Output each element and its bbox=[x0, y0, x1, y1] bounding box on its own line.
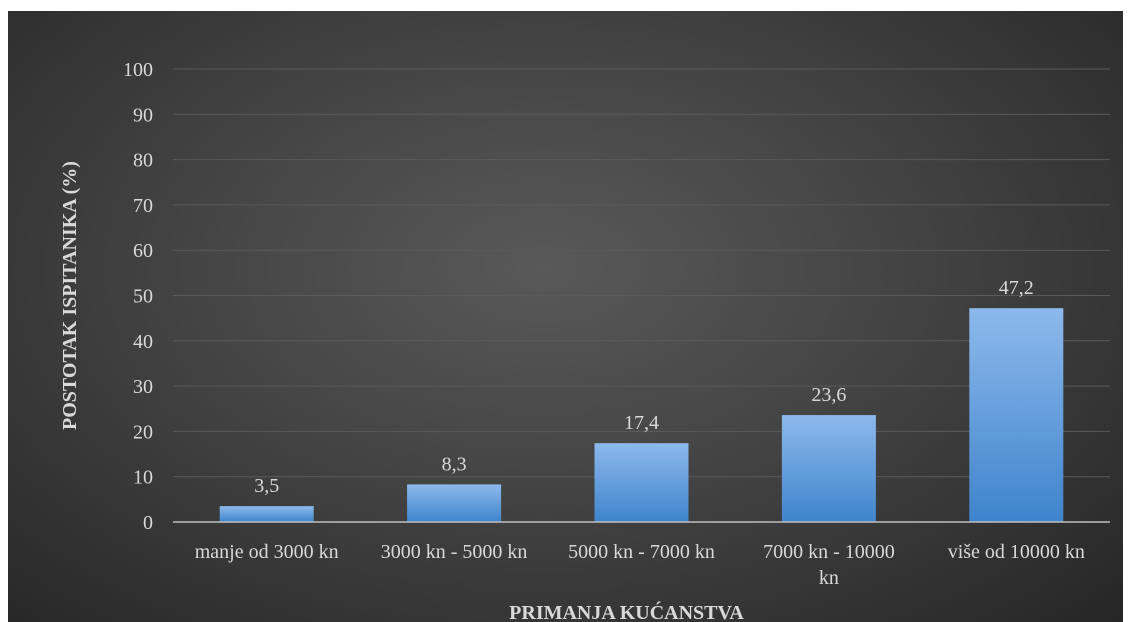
x-tick-label: manje od 3000 kn bbox=[195, 541, 339, 563]
data-label: 23,6 bbox=[811, 384, 846, 406]
y-axis-title: POSTOTAK ISPITANIKA (%) bbox=[59, 161, 81, 430]
y-tick-label: 0 bbox=[143, 512, 153, 534]
data-label: 47,2 bbox=[999, 277, 1034, 299]
x-axis-ticks: manje od 3000 kn 3000 kn - 5000 kn 5000 kn… bbox=[195, 541, 1085, 589]
y-tick-label: 60 bbox=[133, 240, 153, 262]
x-tick-label: više od 10000 kn bbox=[948, 541, 1085, 563]
y-tick-label: 80 bbox=[133, 150, 153, 172]
data-label: 8,3 bbox=[442, 453, 467, 475]
y-tick-label: 90 bbox=[133, 104, 153, 126]
x-tick-label: 3000 kn - 5000 kn bbox=[381, 541, 528, 563]
y-tick-label: 30 bbox=[133, 376, 153, 398]
chart-area: 0 10 20 30 40 50 60 70 80 90 100 3,5 8,3 17,4 23,6 47,… bbox=[8, 11, 1123, 622]
y-tick-label: 50 bbox=[133, 286, 153, 308]
y-tick-label: 20 bbox=[133, 421, 153, 443]
y-tick-label: 100 bbox=[123, 59, 153, 81]
gridlines bbox=[173, 68, 1110, 478]
x-tick-label: 7000 kn - 10000 kn bbox=[763, 541, 895, 589]
data-label: 17,4 bbox=[624, 412, 659, 434]
bar bbox=[219, 506, 314, 522]
y-tick-label: 40 bbox=[133, 331, 153, 353]
bars bbox=[219, 308, 1064, 522]
x-axis-title: PRIMANJA KUĆANSTVA bbox=[509, 600, 744, 622]
x-tick-label: 5000 kn - 7000 kn bbox=[568, 541, 715, 563]
y-axis-ticks: 0 10 20 30 40 50 60 70 80 90 100 bbox=[123, 59, 153, 534]
y-tick-label: 10 bbox=[133, 467, 153, 489]
bar bbox=[407, 484, 502, 522]
bar-chart: 0 10 20 30 40 50 60 70 80 90 100 3,5 8,3 17,4 23,6 47,… bbox=[59, 59, 1110, 622]
bar bbox=[594, 443, 689, 522]
bar bbox=[969, 308, 1064, 522]
y-tick-label: 70 bbox=[133, 195, 153, 217]
data-label: 3,5 bbox=[254, 475, 279, 497]
bar bbox=[781, 415, 876, 522]
data-labels: 3,5 8,3 17,4 23,6 47,2 bbox=[254, 277, 1034, 497]
